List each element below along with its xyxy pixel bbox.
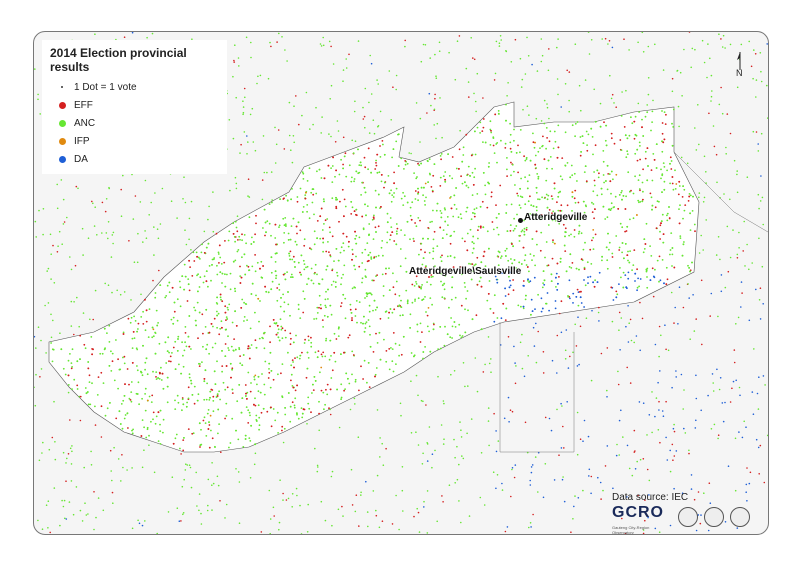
place-label-atteridgeville-saulsville: Atteridgeville\Saulsville <box>409 266 522 277</box>
legend-label: ANC <box>74 117 96 129</box>
place-label-atteridgeville: Atteridgeville <box>524 212 588 223</box>
seal-icon <box>678 507 698 527</box>
gcro-logo-subtitle: Gauteng City-Region Observatory <box>612 525 650 535</box>
anc-dot-icon <box>58 119 66 127</box>
legend-label: EFF <box>74 99 93 111</box>
north-label: N <box>736 68 743 78</box>
logo-strip: GCRO Gauteng City-Region Observatory <box>612 504 762 534</box>
legend-item-dot-scale: 1 Dot = 1 vote <box>50 78 219 96</box>
dot-density-map[interactable] <box>34 32 768 534</box>
legend-label: 1 Dot = 1 vote <box>74 81 137 93</box>
north-arrow-icon <box>737 52 741 70</box>
gcro-logo: GCRO <box>612 504 664 521</box>
ward-outline <box>499 151 768 453</box>
eff-dot-icon <box>58 101 66 109</box>
place-marker-atteridgeville <box>518 218 523 223</box>
legend-title: 2014 Election provincial results <box>50 46 187 74</box>
legend-label: IFP <box>74 135 90 147</box>
da-dot-icon <box>58 155 66 163</box>
emblem-icon <box>730 507 750 527</box>
dot-scale-icon <box>61 86 63 88</box>
legend-item-eff: EFF <box>50 96 219 114</box>
ifp-dot-icon <box>58 137 66 145</box>
legend-label: DA <box>74 153 88 165</box>
ward-boundary <box>48 101 700 453</box>
vote-dots <box>34 32 768 534</box>
crest-icon <box>704 507 724 527</box>
legend-item-anc: ANC <box>50 114 219 132</box>
map-legend: 2014 Election provincial results 1 Dot =… <box>42 40 227 174</box>
legend-item-ifp: IFP <box>50 132 219 150</box>
map-frame[interactable]: 2014 Election provincial results 1 Dot =… <box>33 31 769 535</box>
legend-item-da: DA <box>50 150 219 168</box>
data-source: Data source: IEC <box>612 492 689 503</box>
